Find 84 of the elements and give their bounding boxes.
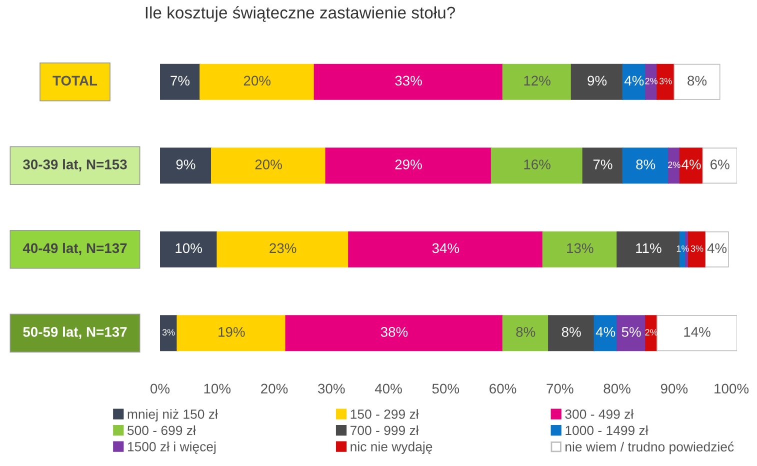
- legend-label: mniej niż 150 zł: [128, 409, 218, 422]
- data-label: 20%: [244, 76, 271, 86]
- legend-label: 500 - 699 zł: [127, 425, 196, 436]
- bar: [656, 64, 675, 100]
- bar: [656, 315, 737, 352]
- bar: [348, 231, 544, 268]
- chart-title: Ile kosztuje świąteczne zastawienie stołu?: [146, 6, 456, 22]
- data-label: 5%: [622, 327, 641, 337]
- y-tick-label: 40-49 lat, N=137: [22, 242, 127, 256]
- legend-label: 150 - 299 zł: [350, 409, 419, 419]
- data-label: 4%: [682, 160, 701, 170]
- data-label: 33%: [395, 76, 422, 86]
- bar: [285, 315, 504, 352]
- data-label: 4%: [707, 243, 727, 254]
- x-tick-label: 80%: [604, 384, 630, 394]
- data-label: 8%: [688, 76, 707, 86]
- legend-label: nie wiem / trudno powiedzieć: [566, 442, 734, 454]
- bar: [314, 64, 504, 100]
- data-label: 3%: [690, 245, 704, 252]
- data-label: 38%: [380, 327, 408, 337]
- legend-label: 700 - 999 zł: [350, 425, 419, 436]
- data-label: 7%: [170, 76, 190, 86]
- bar: [622, 148, 669, 184]
- data-label: 8%: [516, 327, 536, 337]
- x-tick-label: 0%: [150, 384, 170, 394]
- data-label: 8%: [636, 160, 656, 170]
- legend-label: 300 - 499 zł: [565, 409, 634, 419]
- data-label: 9%: [588, 76, 607, 86]
- data-label: 10%: [176, 243, 202, 254]
- bar: [210, 148, 326, 184]
- x-tick-label: 90%: [660, 384, 688, 394]
- data-label: 19%: [218, 327, 245, 337]
- bar: [176, 315, 286, 352]
- data-label: 23%: [270, 243, 296, 254]
- x-tick-label: 50%: [432, 384, 460, 394]
- y-tick-label: 30-39 lat, N=153: [23, 159, 127, 172]
- bar: [490, 148, 584, 184]
- x-tick-label: 20%: [261, 384, 288, 394]
- bar: [160, 231, 218, 268]
- legend-label: 1500 zł i więcej: [128, 442, 216, 454]
- data-label: 8%: [562, 327, 581, 337]
- data-label: 29%: [395, 160, 422, 170]
- bar: [570, 64, 624, 100]
- bar: [502, 315, 549, 352]
- bar: [688, 231, 706, 268]
- bar: [582, 148, 624, 184]
- data-label: 34%: [432, 243, 460, 254]
- bar: [616, 315, 646, 352]
- bar: [542, 231, 618, 268]
- data-label: 9%: [176, 160, 196, 170]
- data-label: 3%: [162, 329, 175, 336]
- data-label: 11%: [636, 243, 662, 254]
- x-tick-label: 70%: [546, 384, 574, 394]
- y-tick-label: 50-59 lat, N=137: [23, 326, 127, 339]
- data-label: 16%: [524, 160, 550, 170]
- bar: [548, 315, 595, 352]
- bar: [502, 64, 572, 100]
- data-label: 20%: [255, 160, 282, 170]
- y-tick-label: TOTAL: [52, 76, 98, 86]
- data-label: 6%: [710, 160, 730, 170]
- data-label: 12%: [524, 76, 550, 86]
- x-tick-label: 40%: [374, 384, 402, 394]
- legend-label: nic nie wydaję: [350, 442, 432, 454]
- bar: [702, 148, 737, 184]
- bar: [674, 64, 720, 100]
- data-label: 14%: [684, 327, 710, 337]
- bar: [679, 148, 704, 184]
- x-tick-label: 100%: [714, 384, 749, 394]
- bar: [160, 64, 200, 100]
- x-tick-label: 60%: [490, 384, 516, 394]
- bar: [160, 148, 212, 184]
- data-label: 4%: [624, 76, 644, 86]
- bar: [160, 315, 178, 352]
- bar: [216, 231, 349, 268]
- bar: [200, 64, 315, 100]
- data-label: 13%: [567, 243, 594, 254]
- data-label: 7%: [593, 160, 612, 170]
- data-label: 4%: [596, 327, 616, 337]
- bar: [705, 231, 729, 268]
- bar: [325, 148, 492, 184]
- x-tick-label: 30%: [318, 384, 345, 394]
- legend-label: 1000 - 1499 zł: [566, 425, 648, 436]
- data-label: 3%: [659, 78, 672, 84]
- x-tick-label: 10%: [204, 384, 231, 394]
